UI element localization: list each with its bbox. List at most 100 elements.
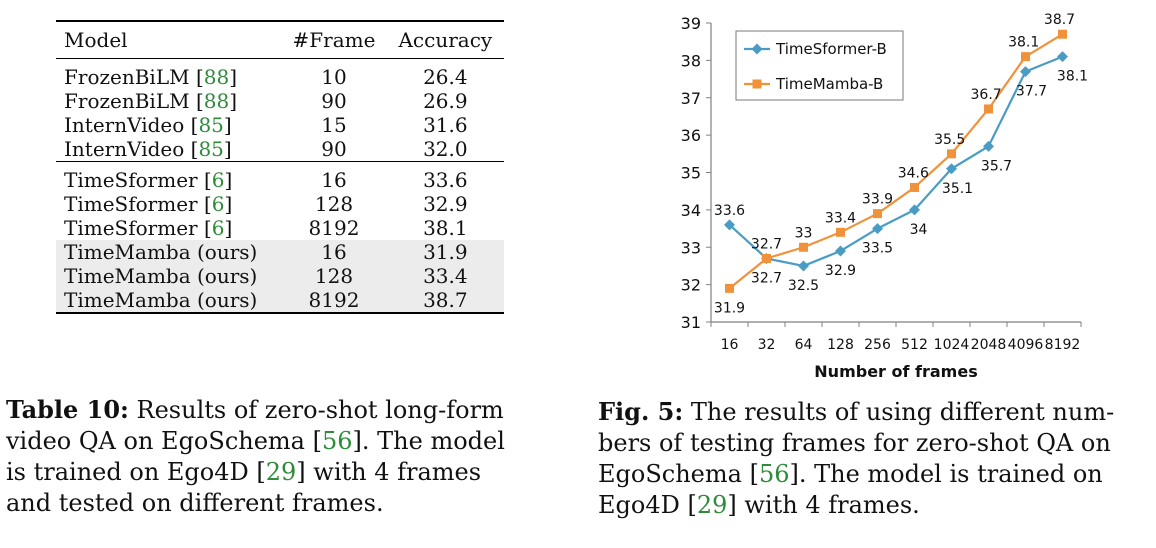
- x-tick-label: 512: [901, 337, 928, 353]
- header-accuracy: Accuracy: [386, 20, 504, 59]
- y-tick-label: 37: [681, 89, 701, 108]
- caption-line: is trained on Ego4D [29] with 4 frames: [6, 457, 554, 488]
- cell-model: InternVideo [85]: [64, 137, 232, 161]
- legend-marker-square: [752, 79, 762, 89]
- caption-text: ]. The model is trained on: [789, 460, 1103, 488]
- y-tick-label: 34: [681, 201, 701, 220]
- data-label: 37.7: [1016, 84, 1047, 100]
- citation-link[interactable]: 85: [198, 113, 224, 137]
- data-point-square: [947, 149, 956, 159]
- header-model: Model: [56, 20, 282, 59]
- x-axis-title: Number of frames: [814, 362, 977, 381]
- data-label: 31.9: [714, 300, 745, 316]
- caption-line: video QA on EgoSchema [56]. The model: [6, 426, 554, 457]
- model-name: InternVideo: [64, 137, 185, 161]
- cell-frames: 16: [281, 240, 387, 264]
- y-tick-label: 38: [681, 51, 701, 70]
- data-point-diamond: [909, 204, 920, 216]
- data-label: 38.1: [1008, 35, 1039, 51]
- data-label: 33: [795, 225, 813, 241]
- citation-link[interactable]: 88: [203, 65, 230, 89]
- cell-accuracy: 33.6: [386, 161, 504, 192]
- caption-text: Ego4D [: [598, 491, 697, 519]
- data-label: 35.7: [981, 158, 1012, 174]
- data-label: 34.6: [898, 165, 929, 181]
- table-body: FrozenBiLM [88] 10 26.4 FrozenBiLM [88] 90 26…: [56, 58, 504, 314]
- model-name: TimeSformer: [64, 168, 198, 192]
- citation-link[interactable]: 56: [321, 427, 353, 455]
- data-point-diamond: [1057, 51, 1068, 63]
- y-tick-label: 32: [681, 276, 701, 295]
- citation-link[interactable]: 29: [265, 458, 297, 486]
- cell-frames: 10: [281, 58, 387, 89]
- caption-text: is trained on Ego4D [: [6, 458, 266, 486]
- citation-link[interactable]: 6: [211, 216, 225, 240]
- data-label: 33.9: [862, 192, 893, 208]
- data-label: 32.5: [788, 278, 819, 294]
- y-tick-label: 35: [681, 164, 701, 183]
- table-header-row: Model #Frame Accuracy: [56, 20, 504, 59]
- series-line-timesformer: [728, 55, 1063, 268]
- table-caption: Table 10: Results of zero-shot long-form…: [6, 394, 554, 519]
- cell-frames: 8192: [308, 216, 360, 240]
- citation-link[interactable]: 56: [758, 460, 790, 488]
- data-point-square: [836, 227, 845, 237]
- caption-label: Table 10:: [6, 395, 129, 424]
- data-point-square: [762, 253, 771, 263]
- caption-line: and tested on different frames.: [6, 488, 554, 519]
- cell-model: FrozenBiLM [88]: [56, 58, 282, 89]
- cell-model: TimeMamba (ours): [56, 288, 282, 314]
- citation-link[interactable]: 85: [198, 137, 224, 161]
- data-point-diamond: [724, 219, 735, 231]
- caption-line: EgoSchema [56]. The model is trained on: [598, 459, 1146, 490]
- x-tick-label: 32: [758, 337, 776, 353]
- model-name: TimeMamba (ours): [64, 288, 258, 312]
- y-tick-label: 39: [681, 14, 701, 33]
- cell-model: TimeSformer [6]: [64, 192, 233, 216]
- cell-frames: 128: [314, 192, 354, 216]
- x-tick-label: 2048: [971, 337, 1007, 353]
- data-label: 32.7: [751, 236, 782, 252]
- model-name: InternVideo: [64, 113, 185, 137]
- citation-link[interactable]: 29: [696, 491, 728, 519]
- x-tick-label: 128: [827, 337, 854, 353]
- citation-link[interactable]: 6: [211, 192, 225, 216]
- x-tick-label: 1024: [934, 337, 970, 353]
- data-label: 36.7: [971, 87, 1002, 103]
- data-label: 32.9: [825, 263, 856, 279]
- results-table-container: Model #Frame Accuracy FrozenBiLM [88] 10 2…: [56, 20, 504, 314]
- data-label: 33.5: [862, 241, 893, 257]
- data-point-square: [799, 242, 808, 252]
- data-label: 35.5: [934, 132, 965, 148]
- caption-text: video QA on EgoSchema [: [6, 427, 322, 455]
- caption-label: Fig. 5:: [598, 397, 684, 426]
- model-name: FrozenBiLM: [64, 89, 190, 113]
- caption-line: Ego4D [29] with 4 frames.: [598, 490, 1146, 521]
- x-tick-label: 4096: [1008, 337, 1044, 353]
- legend-label: TimeSformer-B: [775, 40, 887, 58]
- data-label: 32.7: [751, 270, 782, 286]
- cell-frames: 16: [281, 161, 387, 192]
- y-tick-label: 31: [681, 313, 701, 332]
- cell-frames: 90: [321, 89, 347, 113]
- cell-frames: 128: [281, 264, 387, 288]
- y-tick-label: 33: [681, 238, 701, 257]
- cell-model: TimeMamba (ours): [56, 240, 282, 264]
- table-row: InternVideo [85] 15 31.6: [56, 113, 504, 137]
- table-row: FrozenBiLM [88] 10 26.4: [56, 58, 504, 89]
- model-name: TimeMamba (ours): [64, 264, 258, 288]
- data-point-diamond: [1020, 66, 1031, 78]
- x-tick-label: 16: [721, 337, 739, 353]
- caption-text: Results of zero-shot long-form: [128, 396, 504, 424]
- citation-link[interactable]: 6: [211, 168, 225, 192]
- caption-text: and tested on different frames.: [6, 489, 384, 517]
- citation-link[interactable]: 88: [203, 89, 230, 113]
- data-label: 33.4: [825, 210, 856, 226]
- cell-model: TimeMamba (ours): [56, 264, 282, 288]
- caption-line: Fig. 5: The results of using different n…: [598, 396, 1146, 428]
- cell-accuracy: 33.4: [386, 264, 504, 288]
- data-point-square: [725, 283, 734, 293]
- data-label: 38.1: [1057, 69, 1088, 85]
- cell-model: FrozenBiLM [88]: [64, 89, 238, 113]
- table-row: TimeMamba (ours) 16 31.9: [56, 240, 504, 264]
